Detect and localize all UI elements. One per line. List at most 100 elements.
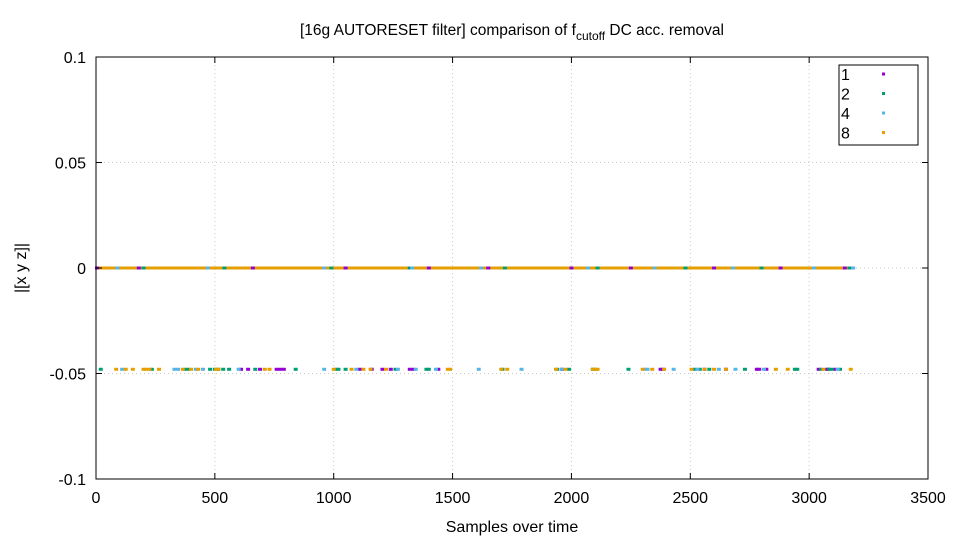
x-tick-label: 1500	[435, 490, 471, 507]
data-point	[851, 266, 856, 270]
data-point	[143, 367, 148, 371]
x-tick-label: 2000	[554, 490, 590, 507]
data-point	[590, 367, 595, 371]
data-point	[707, 367, 712, 371]
data-point	[433, 367, 438, 371]
data-point	[645, 367, 650, 371]
data-point	[502, 266, 507, 270]
data-point	[186, 367, 191, 371]
data-point	[733, 367, 738, 371]
data-point	[816, 367, 821, 371]
data-point	[147, 367, 152, 371]
data-point	[519, 367, 524, 371]
data-point	[214, 367, 219, 371]
data-point	[246, 367, 251, 371]
data-point	[293, 367, 298, 371]
y-tick-label: -0.05	[50, 367, 87, 384]
data-point	[274, 367, 279, 371]
data-point	[773, 367, 778, 371]
data-point	[811, 266, 816, 270]
data-point	[120, 367, 125, 371]
data-point	[640, 367, 645, 371]
data-point	[258, 367, 263, 371]
data-point	[848, 367, 853, 371]
data-point	[410, 266, 415, 270]
data-point	[650, 367, 655, 371]
data-point	[250, 266, 255, 270]
data-point	[499, 367, 504, 371]
data-point	[759, 266, 764, 270]
data-point	[149, 367, 154, 371]
data-point	[196, 367, 201, 371]
legend-box	[838, 64, 919, 146]
x-tick-label: 0	[92, 490, 101, 507]
x-tick-label: 2500	[672, 490, 708, 507]
y-tick-label: -0.1	[58, 472, 86, 489]
chart-title-prefix: [16g AUTORESET filter] comparison of f	[300, 22, 577, 39]
data-point	[253, 367, 258, 371]
data-point	[361, 367, 366, 371]
data-point	[553, 367, 558, 371]
data-point	[847, 266, 852, 270]
data-point	[778, 266, 783, 270]
data-point	[322, 266, 327, 270]
data-point	[567, 367, 572, 371]
y-tick-label: 0	[77, 261, 86, 278]
data-point	[130, 367, 135, 371]
data-point	[115, 266, 120, 270]
x-tick-label: 3000	[791, 490, 827, 507]
data-point	[141, 266, 146, 270]
data-point	[216, 367, 221, 371]
data-point	[628, 266, 633, 270]
data-point	[829, 367, 834, 371]
data-point	[658, 367, 663, 371]
data-point	[388, 367, 393, 371]
data-point	[239, 367, 244, 371]
data-point	[833, 367, 838, 371]
data-point	[671, 367, 676, 371]
data-point	[595, 367, 600, 371]
data-point	[180, 367, 185, 371]
data-point	[838, 367, 843, 371]
data-point	[354, 367, 359, 371]
data-point	[172, 367, 177, 371]
data-point	[156, 367, 161, 371]
data-point	[827, 367, 832, 371]
data-point	[695, 367, 700, 371]
data-point	[222, 266, 227, 270]
data-point	[716, 367, 721, 371]
y-axis-label: |[x y z]|	[13, 243, 30, 293]
chart-title: [16g AUTORESET filter] comparison of fcu…	[300, 22, 724, 43]
axes: 0 500 1000 1500 2000 2500 3000 3500 0.1 0.05 0 -0.0…	[50, 50, 946, 507]
data-point	[821, 367, 826, 371]
data-point	[593, 367, 598, 371]
data-point	[586, 266, 591, 270]
data-point	[334, 367, 339, 371]
data-point	[411, 367, 416, 371]
data-point	[626, 367, 631, 371]
data-point	[693, 367, 698, 371]
data-point	[842, 266, 847, 270]
data-point	[393, 367, 398, 371]
data-point	[267, 367, 272, 371]
data-point	[792, 367, 797, 371]
data-point	[262, 367, 267, 371]
data-point	[819, 367, 824, 371]
data-point	[835, 367, 840, 371]
data-point	[368, 367, 373, 371]
data-point	[689, 367, 694, 371]
data-point	[683, 266, 688, 270]
data-point	[236, 367, 241, 371]
plot-area	[94, 266, 856, 371]
data-point	[757, 367, 762, 371]
y-tick-label: 0.1	[64, 50, 86, 67]
data-point	[697, 367, 702, 371]
data-point	[407, 266, 412, 270]
legend-label-8: 8	[841, 126, 850, 143]
x-tick-label: 1000	[316, 490, 352, 507]
x-axis-label: Samples over time	[446, 519, 579, 536]
legend-marker-8	[882, 131, 885, 134]
data-point	[193, 367, 198, 371]
data-point	[384, 367, 389, 371]
